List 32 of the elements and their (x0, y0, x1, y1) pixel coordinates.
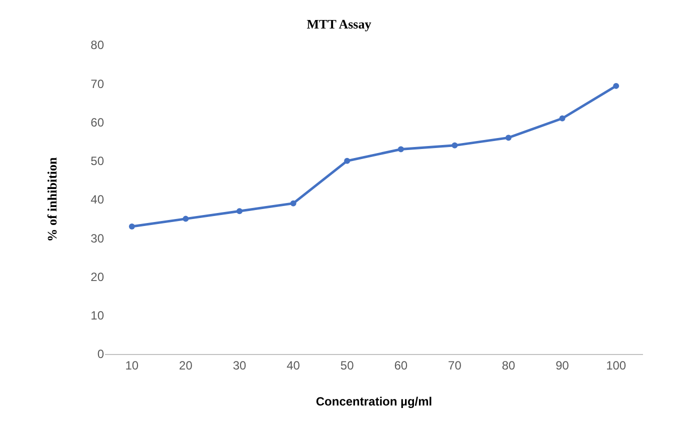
point (613, 82, 620, 89)
x-tick-label: 100 (606, 358, 626, 372)
point (182, 216, 189, 222)
point (452, 142, 458, 148)
point (290, 200, 296, 206)
point (559, 115, 566, 122)
x-tick-label: 60 (394, 358, 408, 372)
y-tick-label: 0 (97, 347, 104, 362)
y-tick-label: 30 (90, 231, 104, 246)
x-tick-label: 30 (232, 358, 246, 372)
y-tick-label: 40 (90, 192, 104, 207)
x-tick-label: 50 (340, 358, 354, 372)
x-axis-title: Concentration µg/ml (316, 394, 432, 408)
chart-title: MTT Assay (306, 16, 372, 32)
point (128, 224, 135, 230)
x-tick-label: 90 (556, 358, 570, 372)
point (506, 134, 512, 141)
x-tick-label: 40 (286, 358, 300, 372)
y-tick-label: 70 (90, 76, 104, 91)
x-tick-label: 10 (125, 358, 139, 372)
point (398, 146, 404, 152)
y-tick-label: 80 (90, 38, 104, 52)
x-tick-label: 80 (502, 358, 516, 372)
point (344, 158, 350, 164)
y-axis-title: % of inhibition (44, 156, 60, 242)
point (236, 208, 242, 214)
y-tick-label: 50 (90, 154, 104, 168)
x-tick-label: 20 (179, 358, 193, 372)
y-tick-label: 20 (90, 270, 104, 284)
x-tick-label: 70 (448, 358, 462, 372)
y-tick-label: 60 (90, 115, 104, 130)
y-tick-label: 10 (90, 308, 104, 323)
